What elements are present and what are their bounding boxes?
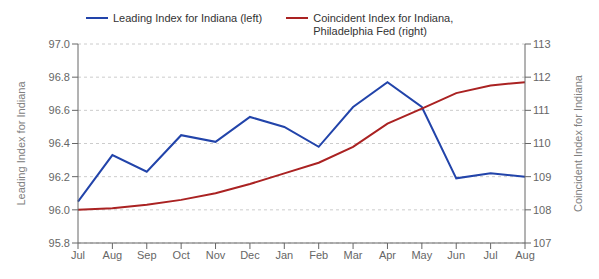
svg-text:108: 108 [533, 204, 551, 216]
svg-text:110: 110 [533, 137, 551, 149]
html-text:Coincident Index for Indiana,: Coincident Index for Indiana, [313, 12, 454, 24]
html-text:Leading Index for Indiana (lef: Leading Index for Indiana (left) [113, 12, 263, 24]
svg-text:111: 111 [533, 104, 550, 116]
svg-text:Jun: Jun [447, 249, 465, 261]
svg-text:Aug: Aug [103, 249, 123, 261]
svg-text:96.4: 96.4 [49, 137, 70, 149]
svg-text:109: 109 [533, 171, 551, 183]
svg-text:113: 113 [533, 38, 551, 50]
svg-text:Apr: Apr [379, 249, 396, 261]
svg-text:96.0: 96.0 [49, 204, 70, 216]
svg-text:May: May [411, 249, 432, 261]
svg-text:112: 112 [533, 71, 551, 83]
svg-text:Nov: Nov [206, 249, 226, 261]
svg-text:95.8: 95.8 [49, 237, 70, 249]
svg-text:Leading Index for Indiana: Leading Index for Indiana [15, 81, 27, 206]
svg-text:Dec: Dec [240, 249, 260, 261]
svg-text:Sep: Sep [137, 249, 157, 261]
svg-text:Oct: Oct [173, 249, 190, 261]
svg-text:97.0: 97.0 [49, 38, 70, 50]
html-text:Philadelphia Fed (right): Philadelphia Fed (right) [313, 25, 427, 37]
svg-text:Aug: Aug [515, 249, 535, 261]
svg-text:Jul: Jul [484, 249, 498, 261]
svg-text:Jan: Jan [275, 249, 293, 261]
svg-text:96.6: 96.6 [49, 104, 70, 116]
svg-text:107: 107 [533, 237, 551, 249]
svg-text:96.8: 96.8 [49, 71, 70, 83]
svg-text:Coincident Index for Indiana: Coincident Index for Indiana [572, 74, 584, 212]
svg-text:Jul: Jul [71, 249, 85, 261]
svg-text:Mar: Mar [344, 249, 363, 261]
svg-text:Feb: Feb [309, 249, 328, 261]
svg-text:96.2: 96.2 [49, 171, 70, 183]
